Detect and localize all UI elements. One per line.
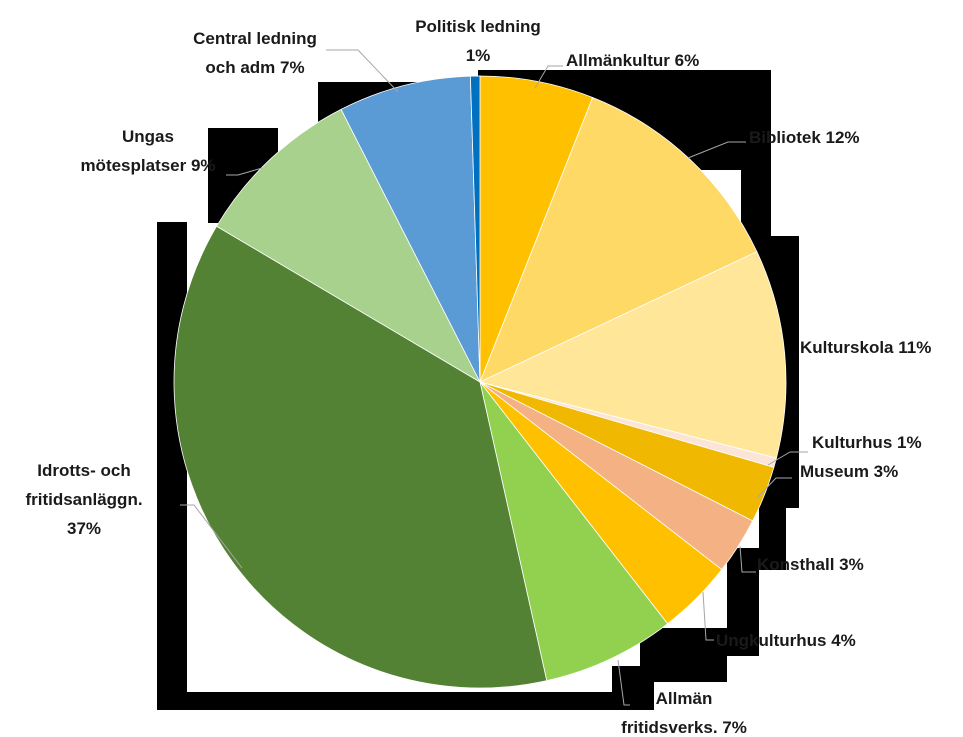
leader-line (739, 545, 756, 573)
leader-line (757, 477, 792, 498)
data-label-allman-fritidsverks: Allmän fritidsverks. 7% (621, 689, 747, 737)
black-block (727, 548, 759, 656)
pie-slice-ungas-motesplatser (216, 108, 481, 384)
data-label-konsthall: Konsthall 3% (757, 555, 864, 574)
pie-slice-kulturskola (478, 251, 787, 459)
data-labels: Politisk ledning 1% Allmänkultur 6% Bibli… (25, 17, 931, 737)
black-block (157, 692, 612, 710)
leader-line (326, 49, 399, 93)
data-label-ungas-motesplatser: Ungas mötesplatser 9% (80, 127, 215, 175)
pie-slice-bibliotek (479, 96, 758, 383)
pie-slice-allman-fritidsverks (479, 381, 669, 682)
leader-line (617, 659, 630, 706)
black-block (612, 666, 654, 710)
pie-slice-central-ledning-och-adm (340, 75, 481, 383)
data-label-politisk-ledning: Politisk ledning 1% (415, 17, 541, 65)
leader-line (767, 451, 808, 466)
data-label-allmankultur: Allmänkultur 6% (566, 51, 699, 70)
pie-slices (173, 75, 787, 689)
data-label-central-ledning-och-adm: Central ledning och adm 7% (193, 29, 317, 77)
leader-lines (180, 49, 808, 706)
data-label-kulturhus: Kulturhus 1% (812, 433, 922, 452)
data-label-ungkulturhus: Ungkulturhus 4% (716, 631, 856, 650)
data-label-kulturskola: Kulturskola 11% (800, 338, 931, 357)
leader-line (534, 65, 563, 89)
pie-slice-idrotts-och-fritidsanlaggn (173, 225, 548, 689)
data-label-museum: Museum 3% (800, 462, 898, 481)
black-block (157, 222, 187, 702)
black-block (640, 628, 727, 682)
leader-line (226, 167, 263, 176)
leader-line (687, 141, 746, 159)
leader-line (702, 591, 714, 641)
leader-line (180, 504, 243, 569)
data-label-bibliotek: Bibliotek 12% (749, 128, 860, 147)
data-label-idrotts-och-fritidsanlaggn: Idrotts- och fritidsanläggn. 37% (25, 461, 142, 538)
black-block (759, 488, 786, 570)
pie-slice-politisk-ledning (469, 75, 481, 383)
